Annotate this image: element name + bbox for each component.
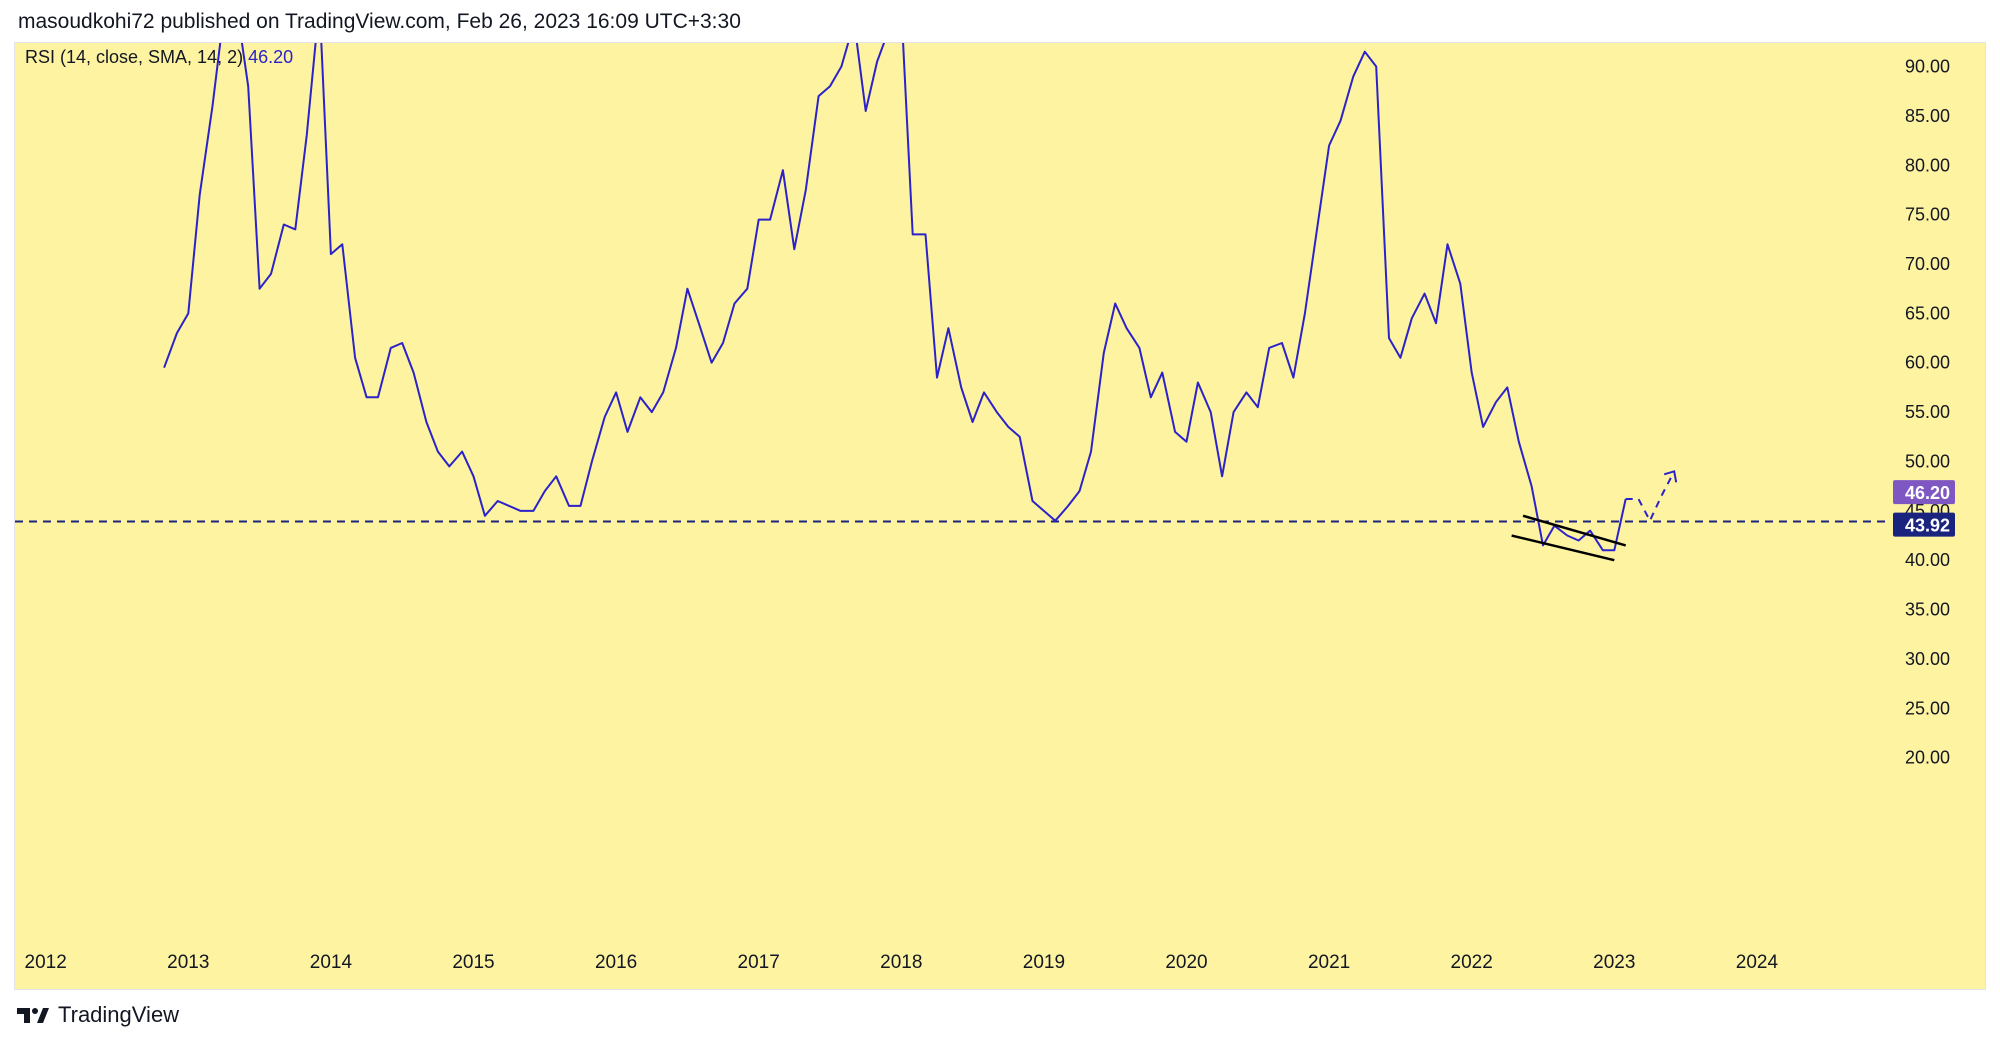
level-value-tag: 43.92 — [1905, 516, 1950, 536]
projection-arrowhead — [1663, 470, 1678, 483]
y-tick-label: 90.00 — [1905, 57, 1950, 77]
channel-lower-line — [1511, 534, 1615, 562]
author-name[interactable]: masoudkohi72 — [18, 10, 155, 33]
y-tick-label: 55.00 — [1905, 402, 1950, 422]
publish-header: masoudkohi72 published on TradingView.co… — [18, 10, 741, 34]
x-tick-label: 2015 — [452, 952, 494, 973]
y-tick-label: 70.00 — [1905, 254, 1950, 274]
indicator-value: 46.20 — [248, 47, 293, 67]
indicator-legend: RSI (14, close, SMA, 14, 2) 46.20 — [25, 47, 293, 67]
brand-label: TradingView — [58, 1002, 180, 1027]
x-tick-label: 2024 — [1736, 952, 1779, 973]
chart-panel[interactable]: RSI (14, close, SMA, 14, 2) 46.20105.001… — [14, 42, 1986, 990]
x-tick-label: 2018 — [880, 952, 922, 973]
x-tick-label: 2017 — [738, 952, 780, 973]
x-tick-label: 2014 — [310, 952, 353, 973]
y-tick-label: 60.00 — [1905, 353, 1950, 373]
y-tick-label: 80.00 — [1905, 155, 1950, 175]
y-tick-label: 20.00 — [1905, 748, 1950, 768]
y-tick-label: 65.00 — [1905, 303, 1950, 323]
y-tick-label: 40.00 — [1905, 550, 1950, 570]
rsi-series-line — [163, 43, 1627, 552]
level-value-tag-bg — [1893, 512, 1955, 537]
x-tick-label: 2013 — [167, 952, 209, 973]
channel-upper-line — [1522, 514, 1627, 547]
footer-brand[interactable]: TradingView — [16, 1002, 179, 1028]
published-text: published on TradingView.com, — [160, 10, 451, 33]
publish-date: Feb 26, 2023 16:09 UTC+3:30 — [456, 10, 741, 33]
x-tick-label: 2012 — [25, 952, 67, 973]
x-tick-label: 2022 — [1451, 952, 1493, 973]
y-tick-label: 30.00 — [1905, 649, 1950, 669]
x-tick-label: 2019 — [1023, 952, 1065, 973]
x-tick-label: 2021 — [1308, 952, 1350, 973]
current-value-tag: 46.20 — [1905, 483, 1950, 503]
x-tick-label: 2020 — [1165, 952, 1207, 973]
y-tick-label: 75.00 — [1905, 205, 1950, 225]
x-tick-label: 2023 — [1593, 952, 1635, 973]
y-tick-label: 25.00 — [1905, 698, 1950, 718]
current-value-tag-bg — [1893, 480, 1955, 505]
x-tick-label: 2016 — [595, 952, 637, 973]
y-tick-label: 85.00 — [1905, 106, 1950, 126]
y-tick-label: 35.00 — [1905, 600, 1950, 620]
rsi-chart[interactable]: RSI (14, close, SMA, 14, 2) 46.20105.001… — [15, 43, 1985, 989]
tradingview-logo-icon — [16, 1005, 50, 1025]
y-tick-label: 50.00 — [1905, 451, 1950, 471]
chart-background — [15, 43, 1985, 989]
indicator-label: RSI (14, close, SMA, 14, 2) — [25, 47, 248, 67]
